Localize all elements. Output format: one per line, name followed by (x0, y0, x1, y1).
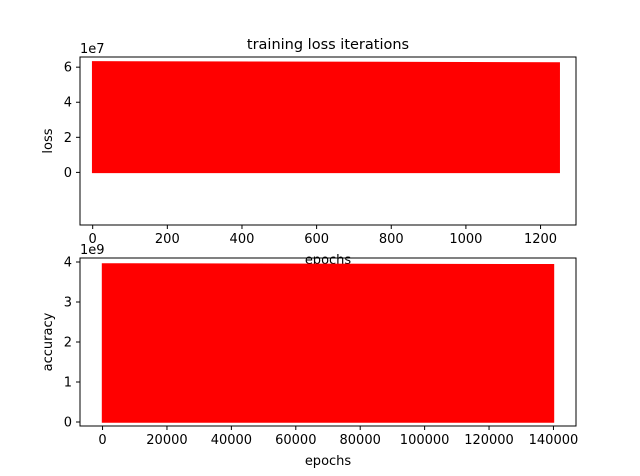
accuracy-x-tick-label: 80000 (340, 433, 381, 448)
accuracy-x-tick-label: 120000 (464, 433, 514, 448)
accuracy-y-tick-label: 1 (64, 376, 72, 391)
loss-x-tick-label: 600 (304, 232, 329, 247)
loss-chart-title: training loss iterations (247, 37, 409, 53)
accuracy-x-tick-label: 20000 (146, 433, 187, 448)
loss-axes-frame (79, 56, 577, 226)
loss-x-ticks: 0 200 400 600 800 1000 1200 (89, 225, 557, 247)
accuracy-y-tick-label: 4 (64, 256, 72, 271)
loss-y-offset-label: 1e7 (80, 42, 105, 57)
loss-series (91, 61, 560, 174)
loss-y-axis-label: loss (41, 128, 56, 153)
accuracy-x-tick-label: 0 (98, 433, 106, 448)
loss-x-tick-label: 800 (379, 232, 404, 247)
accuracy-y-tick-label: 0 (64, 416, 72, 431)
accuracy-x-tick-label: 140000 (529, 433, 579, 448)
accuracy-y-offset-label: 1e9 (80, 243, 105, 258)
accuracy-x-tick-label: 60000 (275, 433, 316, 448)
loss-x-tick-label: 400 (230, 232, 255, 247)
accuracy-x-tick-label: 100000 (400, 433, 450, 448)
accuracy-series (101, 263, 555, 423)
loss-y-tick-label: 4 (64, 96, 72, 111)
accuracy-subplot: 0 20000 40000 60000 80000 100000 120000 140000 … (41, 243, 578, 469)
accuracy-x-tick-label: 40000 (211, 433, 252, 448)
accuracy-y-tick-label: 3 (64, 296, 72, 311)
loss-x-tick-label: 1000 (449, 232, 482, 247)
accuracy-y-ticks: 0 1 2 3 4 (64, 256, 80, 431)
accuracy-x-ticks: 0 20000 40000 60000 80000 100000 120000 140000 (98, 426, 578, 448)
loss-y-tick-label: 2 (64, 131, 72, 146)
loss-y-tick-label: 6 (64, 61, 72, 76)
accuracy-y-tick-label: 2 (64, 336, 72, 351)
loss-subplot: 0 200 400 600 800 1000 1200 0 2 4 6 training loss… (41, 37, 577, 268)
accuracy-y-axis-label: accuracy (41, 312, 56, 371)
loss-y-tick-label: 0 (64, 166, 72, 181)
loss-x-tick-label: 0 (89, 232, 97, 247)
loss-x-tick-label: 200 (155, 232, 180, 247)
accuracy-x-axis-label: epochs (305, 454, 352, 469)
loss-x-tick-label: 1200 (524, 232, 557, 247)
loss-series-band-0 (91, 61, 560, 174)
accuracy-series-band-0 (101, 263, 555, 423)
loss-y-ticks: 0 2 4 6 (64, 61, 80, 181)
